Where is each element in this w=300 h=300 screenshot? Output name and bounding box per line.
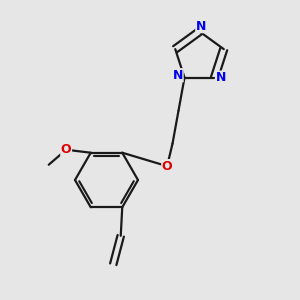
Text: O: O (162, 160, 172, 172)
Text: N: N (173, 69, 183, 82)
Text: N: N (196, 20, 206, 33)
Text: N: N (216, 71, 226, 84)
Text: O: O (61, 143, 71, 156)
